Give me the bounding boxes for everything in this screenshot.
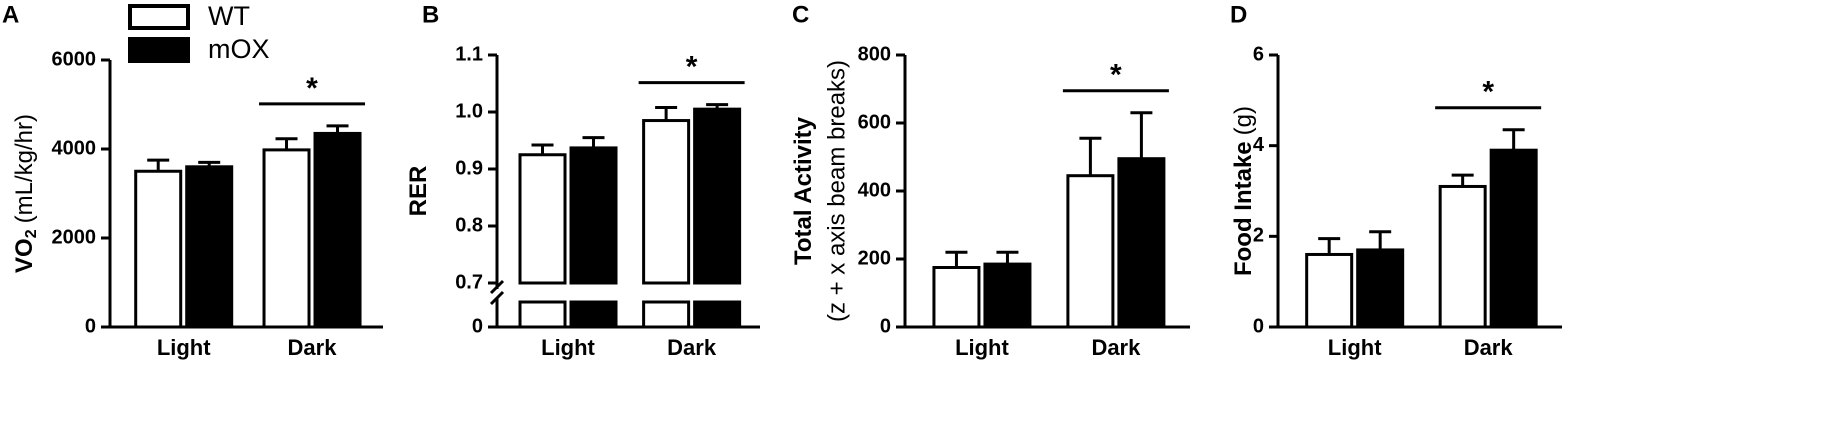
x-tick-label: Dark — [1091, 335, 1141, 360]
error-bar — [1369, 230, 1392, 250]
bar — [518, 153, 567, 285]
y-axis-label-units: (z + x axis beam breaks) — [823, 60, 850, 322]
error-bar — [1318, 237, 1341, 255]
bar — [134, 169, 183, 329]
y-tick-label: 1.0 — [455, 100, 483, 122]
bar — [642, 119, 691, 285]
error-bar — [945, 250, 968, 268]
x-tick-label: Dark — [667, 335, 717, 360]
axis-break — [489, 290, 505, 306]
y-label-units: (mL/kg/hr) — [11, 114, 38, 223]
bar — [1438, 184, 1487, 329]
bar — [693, 107, 742, 285]
error-bar — [996, 250, 1019, 265]
bar — [1066, 174, 1115, 329]
y-label-main: VO — [11, 238, 38, 273]
y-tick-label: 600 — [858, 111, 891, 133]
x-tick-label: Light — [541, 335, 595, 360]
y-label-main: Food Intake — [1230, 141, 1257, 276]
legend-label: WT — [208, 1, 250, 31]
x-tick-label: Light — [955, 335, 1009, 360]
bar — [1489, 148, 1538, 329]
x-tick-label: Light — [1328, 335, 1382, 360]
y-label-main: Total Activity — [790, 116, 817, 265]
bar — [262, 148, 311, 329]
axis-break — [489, 279, 505, 295]
y-tick-label: 0 — [880, 315, 891, 337]
error-bar — [655, 105, 678, 121]
error-bar — [582, 136, 605, 148]
y-axis-label: Total Activity — [790, 116, 817, 265]
panel-letter: C — [792, 1, 809, 28]
bar-stub — [569, 300, 618, 329]
error-bar — [326, 124, 349, 134]
panel-letter: A — [2, 1, 19, 28]
y-tick-label: 6 — [1253, 43, 1264, 65]
bar — [932, 266, 981, 329]
y-tick-label: 4000 — [52, 137, 97, 159]
bar — [1117, 157, 1166, 329]
bar — [1356, 248, 1405, 329]
error-bar — [275, 137, 298, 150]
error-bar — [531, 143, 554, 155]
significance-star: * — [306, 72, 318, 105]
error-bar — [1079, 136, 1102, 176]
y-tick-label: 0 — [85, 315, 96, 337]
error-bar — [706, 103, 729, 110]
y-tick-label: 6000 — [52, 48, 97, 70]
error-bar — [1502, 128, 1525, 151]
bar — [313, 131, 362, 329]
bar-stub — [518, 300, 567, 329]
bar — [1305, 252, 1354, 329]
error-bar — [147, 158, 170, 172]
y-tick-label: 2000 — [52, 226, 97, 248]
y-tick-label: 1.1 — [455, 43, 483, 65]
y-tick-label: 0.7 — [455, 271, 483, 293]
y-axis-label: RER — [405, 166, 432, 217]
panel-letter: D — [1230, 1, 1247, 28]
error-bar — [198, 160, 221, 167]
x-tick-label: Light — [157, 335, 211, 360]
y-tick-label: 800 — [858, 43, 891, 65]
error-bar — [1130, 111, 1153, 159]
error-bar — [1451, 173, 1474, 187]
legend-swatch — [128, 37, 190, 63]
y-tick-label: 400 — [858, 179, 891, 201]
bar — [185, 165, 234, 329]
significance-star: * — [1110, 59, 1122, 92]
x-tick-label: Dark — [288, 335, 338, 360]
y-label-main: RER — [405, 166, 432, 217]
bar — [569, 146, 618, 285]
y-tick-label: 0 — [1253, 315, 1264, 337]
y-tick-label: 2 — [1253, 225, 1264, 247]
significance-star: * — [1482, 76, 1494, 109]
legend-swatch — [128, 4, 190, 30]
legend-label: mOX — [208, 34, 270, 64]
y-tick-label: 200 — [858, 247, 891, 269]
y-tick-label: 0 — [472, 315, 483, 337]
y-tick-label: 4 — [1253, 134, 1265, 156]
y-tick-label: 0.8 — [455, 214, 483, 236]
x-tick-label: Dark — [1464, 335, 1514, 360]
bar — [983, 262, 1032, 329]
panel-letter: B — [422, 1, 439, 28]
y-axis-label: Food Intake (g) — [1230, 106, 1257, 276]
significance-star: * — [686, 51, 698, 84]
y-label-units: (g) — [1230, 106, 1257, 135]
y-label-subscript: 2 — [23, 229, 40, 238]
y-axis-label: VO2 (mL/kg/hr) — [11, 114, 40, 273]
y-tick-label: 0.9 — [455, 157, 483, 179]
bar-stub — [642, 300, 691, 329]
bar-stub — [693, 300, 742, 329]
